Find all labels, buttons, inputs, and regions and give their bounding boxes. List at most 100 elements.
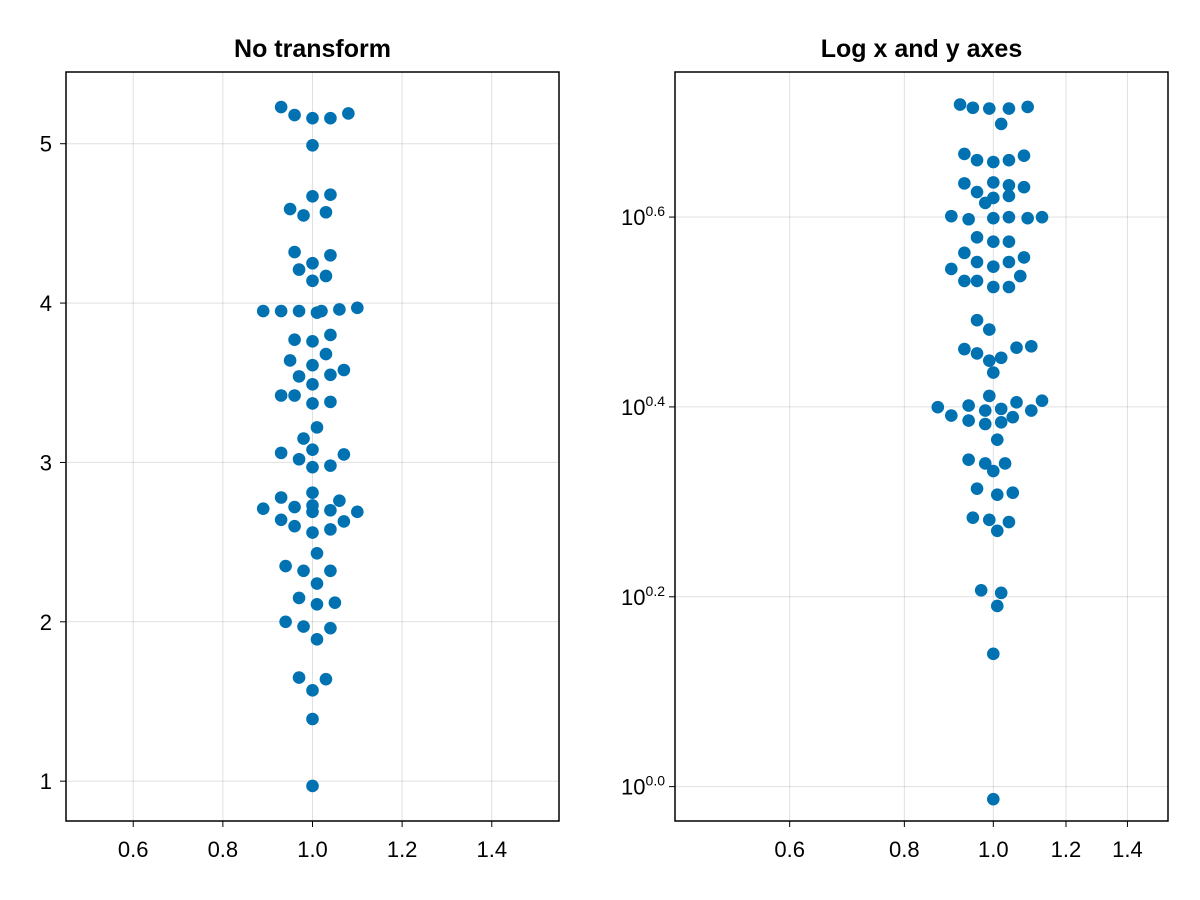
scatter-point [292,304,306,318]
scatter-point [1006,486,1020,500]
scatter-point [1002,280,1016,294]
scatter-point [328,596,342,609]
scatter-point [324,328,337,342]
scatter-point [970,255,984,269]
scatter-point [931,400,945,414]
scatter-point [1017,251,1031,264]
x-tick-label: 1.0 [297,837,328,862]
scatter-point [306,256,319,270]
scatter-point [310,633,324,646]
scatter-point [978,404,992,417]
scatter-point [306,139,319,152]
scatter-point [288,333,301,347]
scatter-point [288,389,301,402]
scatter-point [970,274,984,288]
scatter-point [1010,341,1023,354]
scatter-point [324,459,337,472]
scatter-points [256,100,364,793]
scatter-point [288,245,301,259]
scatter-point [306,684,319,697]
y-tick-label: 100.4 [621,393,665,420]
scatter-point [256,304,270,318]
scatter-point [994,415,1008,429]
scatter-point [1024,404,1038,417]
scatter-point [953,98,967,111]
scatter-point [1021,211,1034,225]
scatter-point [998,457,1012,470]
scatter-point [962,399,975,412]
scatter-point [306,397,319,410]
scatter-point [970,231,984,244]
scatter-point [990,524,1004,538]
scatter-point [990,433,1004,446]
scatter-point [310,597,324,611]
scatter-point [306,443,319,456]
scatter-point [1002,189,1016,203]
y-tick-label: 3 [40,450,52,475]
scatter-point [279,559,292,573]
scatter-point [315,304,328,318]
x-tick-label: 1.2 [387,837,418,862]
scatter-point [970,347,984,360]
scatter-point [274,100,288,114]
y-tick-base: 10 [621,205,645,230]
scatter-point [306,358,319,372]
scatter-point [292,370,306,383]
y-tick-label: 100.2 [621,583,665,610]
scatter-point [958,147,971,161]
x-tick-label: 1.0 [978,837,1009,862]
plot-frame [674,71,1169,822]
scatter-point [283,354,297,367]
scatter-point [324,621,337,635]
scatter-point [970,153,984,167]
y-tick-base: 10 [621,585,645,610]
y-tick-label: 5 [40,132,52,157]
scatter-point [319,269,333,283]
y-tick-label: 4 [40,291,52,316]
scatter-point [978,457,992,470]
scatter-point [306,460,319,474]
scatter-point [274,304,288,318]
scatter-point [292,591,306,605]
y-tick-exponent: 0.6 [646,203,666,219]
y-tick-exponent: 0.0 [646,773,666,789]
y-tick-label: 100.0 [621,773,665,800]
scatter-point [987,260,1000,273]
scatter-point [994,351,1008,365]
scatter-point [1002,153,1016,167]
scatter-point [945,209,958,223]
x-tick-label: 1.2 [1051,837,1082,862]
scatter-point [306,779,319,793]
scatter-point [994,402,1008,416]
y-tick-exponent: 0.4 [646,393,666,409]
scatter-point [987,366,1000,379]
scatter-point [962,453,975,467]
scatter-point [306,378,319,391]
scatter-point [274,513,288,527]
scatter-point [987,647,1000,661]
scatter-point [1017,180,1031,194]
scatter-point [324,523,337,536]
x-axis-ticks: 0.6 0.8 1.0 1.2 1.4 [118,821,507,862]
scatter-point [324,111,337,125]
scatter-point [945,262,958,276]
scatter-point [283,202,297,216]
scatter-point [1010,396,1023,409]
scatter-point [324,564,337,578]
scatter-point [306,190,319,203]
scatter-point [279,615,292,629]
scatter-point [337,515,351,528]
scatter-point [958,274,971,288]
scatter-point [982,354,996,367]
scatter-point [310,421,324,434]
y-tick-base: 10 [621,775,645,800]
scatter-point [297,209,310,222]
scatter-point [292,263,306,276]
scatter-point [990,599,1004,613]
scatter-point [982,102,996,115]
scatter-point [337,448,351,461]
scatter-point [342,107,355,120]
scatter-point [324,395,337,409]
scatter-point [324,368,337,382]
